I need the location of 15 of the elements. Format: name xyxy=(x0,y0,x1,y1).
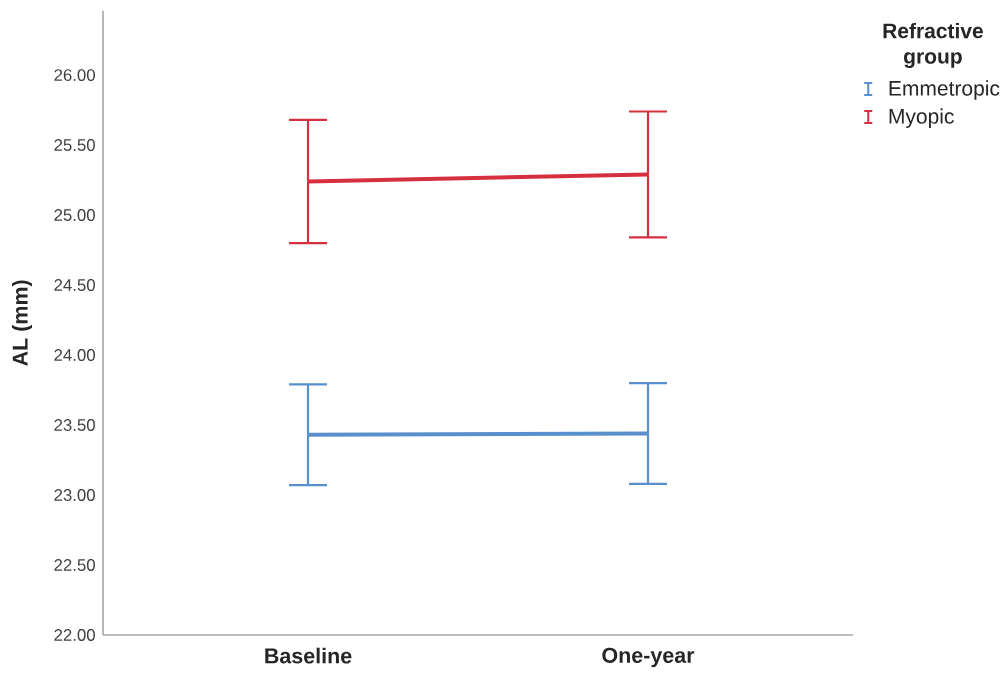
x-tick-label: One-year xyxy=(602,647,695,668)
x-tick-label: Baseline xyxy=(265,647,352,664)
y-tick-label: 26.00 xyxy=(54,69,95,82)
legend-label: Myopic xyxy=(889,108,954,128)
y-tick-label: 25.00 xyxy=(54,209,95,222)
legend-label: Emmetropic xyxy=(889,80,1000,100)
y-tick-label: 22.00 xyxy=(54,629,95,641)
y-tick-label: 23.00 xyxy=(54,489,95,501)
y-tick-label: 24.50 xyxy=(54,279,95,291)
y-tick-label: 24.00 xyxy=(54,349,95,361)
y-tick-label: 23.50 xyxy=(54,419,95,431)
y-axis-title: AL (mm) xyxy=(11,280,33,366)
y-tick-label: 22.50 xyxy=(54,559,95,571)
legend-title: Refractive group xyxy=(883,22,983,68)
y-tick-label: 25.50 xyxy=(54,139,95,152)
